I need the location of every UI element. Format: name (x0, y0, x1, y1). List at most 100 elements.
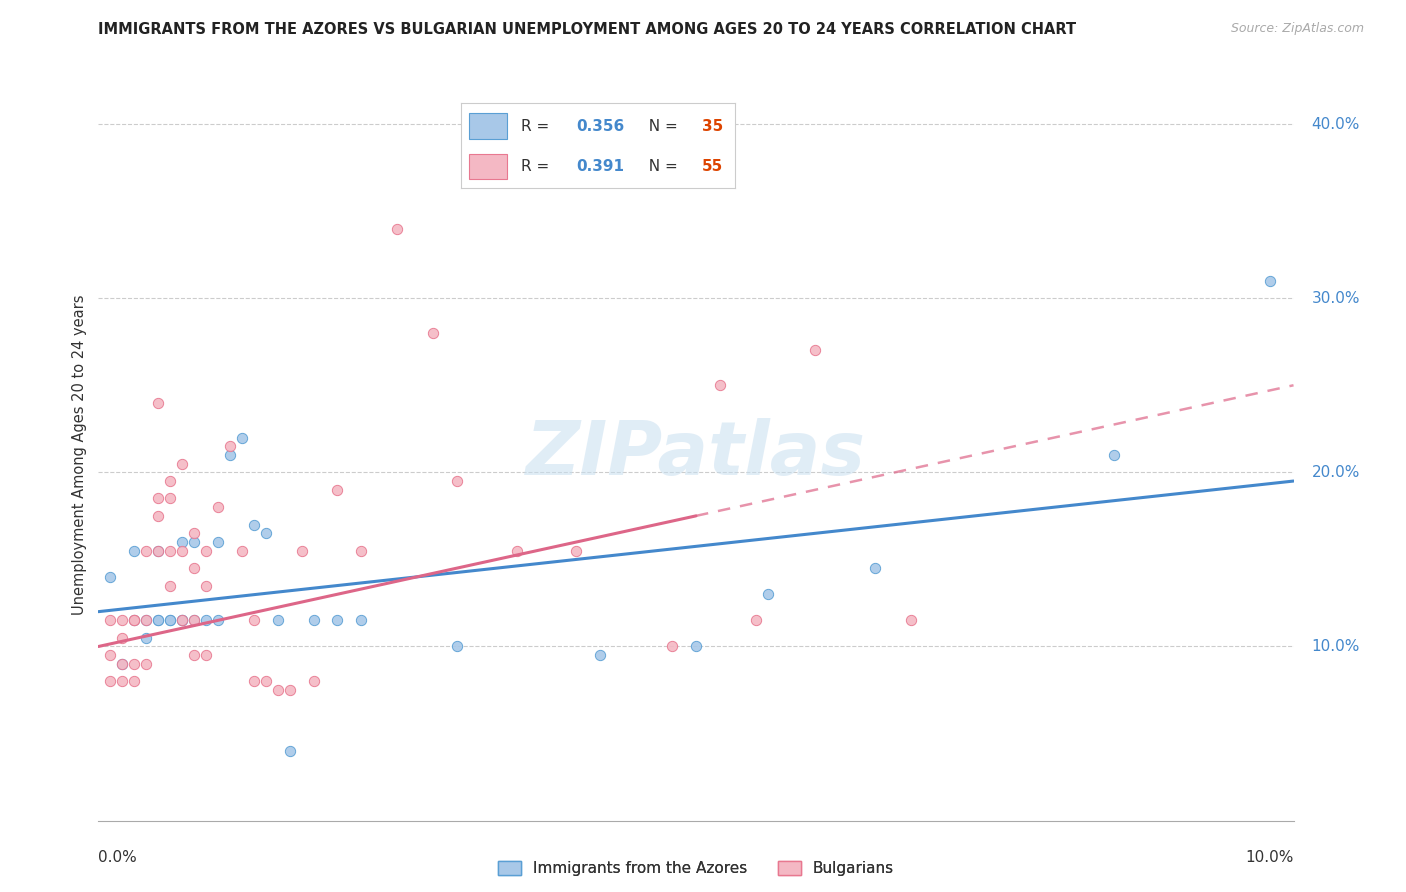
Text: 0.391: 0.391 (576, 160, 624, 174)
Point (159, 613, 181, 627)
Point (135, 613, 157, 627)
Point (1258, 274, 1281, 288)
Point (183, 613, 205, 627)
Point (98, 674, 122, 689)
Point (148, 508, 170, 523)
Point (159, 543, 181, 558)
Text: 20.0%: 20.0% (1312, 465, 1360, 480)
Point (194, 613, 218, 627)
Point (183, 535, 205, 549)
Point (111, 657, 134, 671)
Point (159, 578, 181, 592)
Point (207, 613, 229, 627)
Point (183, 613, 205, 627)
Point (865, 561, 887, 575)
Legend: Immigrants from the Azores, Bulgarians: Immigrants from the Azores, Bulgarians (492, 855, 900, 882)
Text: N =: N = (640, 119, 683, 134)
Text: 0.356: 0.356 (576, 119, 624, 134)
Point (148, 491, 170, 506)
Point (290, 543, 312, 558)
Point (470, 169, 492, 184)
Point (302, 674, 325, 689)
Point (194, 543, 218, 558)
Point (243, 674, 266, 689)
Point (254, 674, 277, 689)
FancyBboxPatch shape (470, 154, 508, 179)
Point (135, 631, 157, 645)
Point (98, 570, 122, 584)
Point (254, 526, 277, 541)
Text: R =: R = (522, 160, 554, 174)
Point (124, 657, 146, 671)
Point (422, 326, 444, 340)
Point (159, 474, 181, 488)
Point (172, 613, 194, 627)
Point (207, 500, 229, 515)
Text: 35: 35 (702, 119, 723, 134)
Text: R =: R = (522, 119, 554, 134)
Text: 55: 55 (702, 160, 723, 174)
Point (219, 439, 242, 453)
Point (326, 613, 349, 627)
Point (172, 535, 194, 549)
Text: 10.0%: 10.0% (1246, 850, 1294, 865)
Point (172, 613, 194, 627)
Point (685, 640, 707, 654)
Point (446, 640, 468, 654)
Point (135, 657, 157, 671)
Point (98, 613, 122, 627)
Point (219, 448, 242, 462)
Point (804, 343, 827, 358)
Point (172, 613, 194, 627)
Point (111, 631, 134, 645)
Point (159, 613, 181, 627)
Point (267, 613, 290, 627)
Point (207, 535, 229, 549)
Point (709, 378, 731, 392)
Point (243, 613, 266, 627)
Text: 10.0%: 10.0% (1312, 639, 1360, 654)
Text: 30.0%: 30.0% (1312, 291, 1360, 306)
Point (148, 543, 170, 558)
Point (183, 526, 205, 541)
Point (183, 648, 205, 663)
Point (278, 744, 301, 758)
Point (900, 613, 922, 627)
Point (565, 543, 588, 558)
Point (124, 674, 146, 689)
Point (745, 613, 768, 627)
Point (172, 543, 194, 558)
Point (350, 543, 373, 558)
Point (278, 683, 301, 698)
Point (111, 674, 134, 689)
Point (111, 613, 134, 627)
Point (661, 640, 683, 654)
Point (124, 543, 146, 558)
Point (159, 491, 181, 506)
Point (1104, 448, 1126, 462)
Point (302, 613, 325, 627)
Point (148, 613, 170, 627)
Text: N =: N = (640, 160, 683, 174)
Text: Source: ZipAtlas.com: Source: ZipAtlas.com (1230, 22, 1364, 36)
Point (124, 613, 146, 627)
Text: IMMIGRANTS FROM THE AZORES VS BULGARIAN UNEMPLOYMENT AMONG AGES 20 TO 24 YEARS C: IMMIGRANTS FROM THE AZORES VS BULGARIAN … (98, 22, 1077, 37)
Point (385, 221, 409, 235)
Point (243, 517, 266, 532)
Point (124, 613, 146, 627)
Point (506, 543, 529, 558)
Point (135, 543, 157, 558)
Point (589, 648, 612, 663)
Point (111, 657, 134, 671)
Point (326, 483, 349, 497)
Text: 0.0%: 0.0% (98, 850, 138, 865)
Point (183, 561, 205, 575)
Point (194, 578, 218, 592)
Point (124, 613, 146, 627)
Point (231, 543, 253, 558)
Point (148, 395, 170, 409)
Point (148, 613, 170, 627)
FancyBboxPatch shape (470, 113, 508, 139)
Point (194, 648, 218, 663)
Text: 40.0%: 40.0% (1312, 117, 1360, 131)
